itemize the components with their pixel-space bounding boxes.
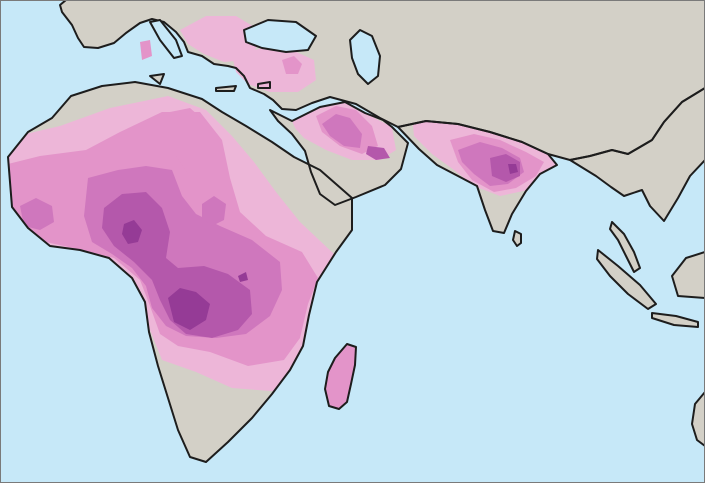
density-patch-nile [168,108,212,174]
madagascar-coastline [324,343,357,410]
arabia-coastline [269,101,409,206]
timor-coastline [691,391,705,447]
density-arabia-band-3 [322,114,362,148]
sumatra [597,250,656,309]
population-density-mediterranean [140,16,316,92]
density-arabia-core [366,146,390,160]
density-core-3 [238,272,248,282]
borneo-coastline [671,251,705,299]
density-patch-east [202,196,226,226]
coastlines [7,0,705,463]
africa-coastline [7,81,353,463]
adriatic-sea [149,19,183,59]
population-density-africa [8,96,334,392]
density-india-core [508,164,518,174]
borneo-edge [672,252,705,298]
india-coastline [397,120,558,234]
java-coastline [651,312,699,328]
density-core-1 [122,220,142,244]
density-anatolia-core [282,56,302,74]
sri-lanka-coastline [512,230,522,247]
density-core-2 [168,288,210,330]
black-sea [243,19,317,53]
density-india-band-4 [490,154,520,182]
southeast-asia-coastline [569,87,705,222]
population-density-india [412,121,556,196]
java [652,313,698,327]
sicily-coastline [149,73,165,85]
sumatra-coastline [596,249,657,310]
southeast-asia [570,88,705,221]
density-italy-core [140,40,152,60]
crete-coastline [215,85,237,92]
malay-peninsula [610,222,640,272]
density-patch-west [20,198,54,230]
malay-coastline [609,221,641,273]
caspian-sea [349,29,381,85]
density-balkans-band [180,16,258,62]
cyprus-coastline [257,81,271,89]
